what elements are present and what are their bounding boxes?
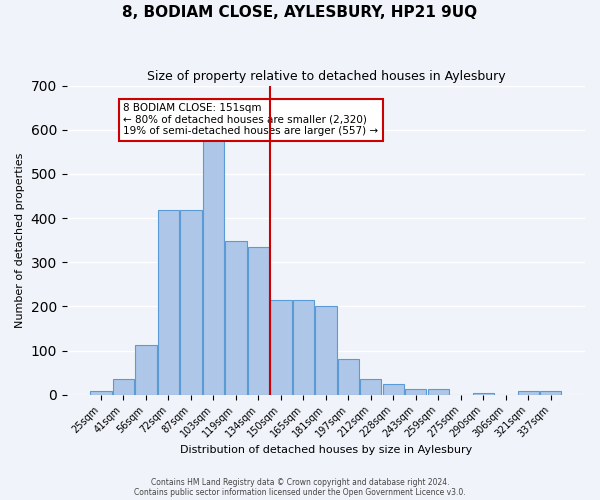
Y-axis label: Number of detached properties: Number of detached properties: [15, 152, 25, 328]
Bar: [135, 345, 157, 395]
Bar: [113, 380, 134, 394]
Bar: [248, 247, 269, 394]
Text: Contains HM Land Registry data © Crown copyright and database right 2024.
Contai: Contains HM Land Registry data © Crown c…: [134, 478, 466, 497]
Bar: [383, 384, 404, 394]
Bar: [540, 391, 562, 394]
Bar: [473, 392, 494, 394]
Text: 8 BODIAM CLOSE: 151sqm
← 80% of detached houses are smaller (2,320)
19% of semi-: 8 BODIAM CLOSE: 151sqm ← 80% of detached…: [124, 103, 379, 136]
Bar: [428, 389, 449, 394]
Bar: [293, 300, 314, 394]
Bar: [180, 210, 202, 394]
Title: Size of property relative to detached houses in Aylesbury: Size of property relative to detached ho…: [146, 70, 505, 83]
Text: 8, BODIAM CLOSE, AYLESBURY, HP21 9UQ: 8, BODIAM CLOSE, AYLESBURY, HP21 9UQ: [122, 5, 478, 20]
Bar: [270, 300, 292, 394]
Bar: [338, 358, 359, 394]
Bar: [225, 242, 247, 394]
X-axis label: Distribution of detached houses by size in Aylesbury: Distribution of detached houses by size …: [180, 445, 472, 455]
Bar: [405, 389, 427, 394]
Bar: [360, 380, 382, 394]
Bar: [158, 210, 179, 394]
Bar: [203, 140, 224, 394]
Bar: [90, 391, 112, 394]
Bar: [518, 391, 539, 394]
Bar: [315, 306, 337, 394]
